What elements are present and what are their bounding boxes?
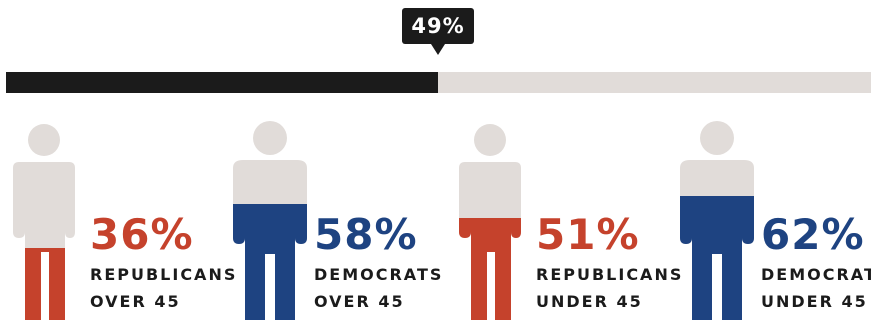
percent-value: 36% (90, 210, 194, 259)
overall-bar-fill (6, 72, 438, 93)
group-label-line2: OVER 45 (314, 292, 405, 311)
figure-fill-bar (680, 196, 754, 320)
stat-republicans-under-45: 51% REPUBLICANS UNDER 45 (536, 210, 684, 315)
group-label-line2: UNDER 45 (761, 292, 868, 311)
figure-fill-bar (459, 218, 521, 320)
overall-bar-track (6, 72, 871, 93)
stat-democrats-under-45: 62% DEMOCRATS UNDER 45 (761, 212, 871, 315)
figure-fill-bar (233, 204, 307, 320)
person-icon-democrats-over-45 (233, 121, 307, 320)
percent-value: 51% (536, 210, 640, 259)
stat-republicans-over-45: 36% REPUBLICANS OVER 45 (90, 210, 238, 315)
percent-value: 62% (761, 210, 865, 259)
group-label-line1: REPUBLICANS (536, 265, 684, 284)
group-republicans-over-45: 36% REPUBLICANS OVER 45 (5, 120, 238, 320)
group-label-line2: OVER 45 (90, 292, 181, 311)
group-democrats-over-45: 58% DEMOCRATS OVER 45 (229, 120, 444, 320)
figure-fill-bar (13, 248, 75, 320)
overall-percent-label: 49% (411, 14, 465, 38)
group-label-line1: DEMOCRATS (314, 265, 444, 284)
percent-value: 58% (314, 210, 418, 259)
figure-base (13, 124, 75, 320)
overall-indicator: 49% (0, 0, 871, 110)
overall-percent-bubble: 49% (402, 8, 474, 44)
person-icon-democrats-under-45 (680, 121, 754, 320)
overall-bubble-pointer (431, 44, 445, 55)
person-icon-republicans-over-45 (13, 124, 75, 320)
stat-democrats-over-45: 58% DEMOCRATS OVER 45 (314, 212, 444, 315)
group-republicans-under-45: 51% REPUBLICANS UNDER 45 (451, 120, 684, 320)
group-label-line1: REPUBLICANS (90, 265, 238, 284)
group-label-line1: DEMOCRATS (761, 265, 871, 284)
group-democrats-under-45: 62% DEMOCRATS UNDER 45 (676, 120, 871, 320)
person-icon-republicans-under-45 (459, 124, 521, 320)
group-label-line2: UNDER 45 (536, 292, 643, 311)
